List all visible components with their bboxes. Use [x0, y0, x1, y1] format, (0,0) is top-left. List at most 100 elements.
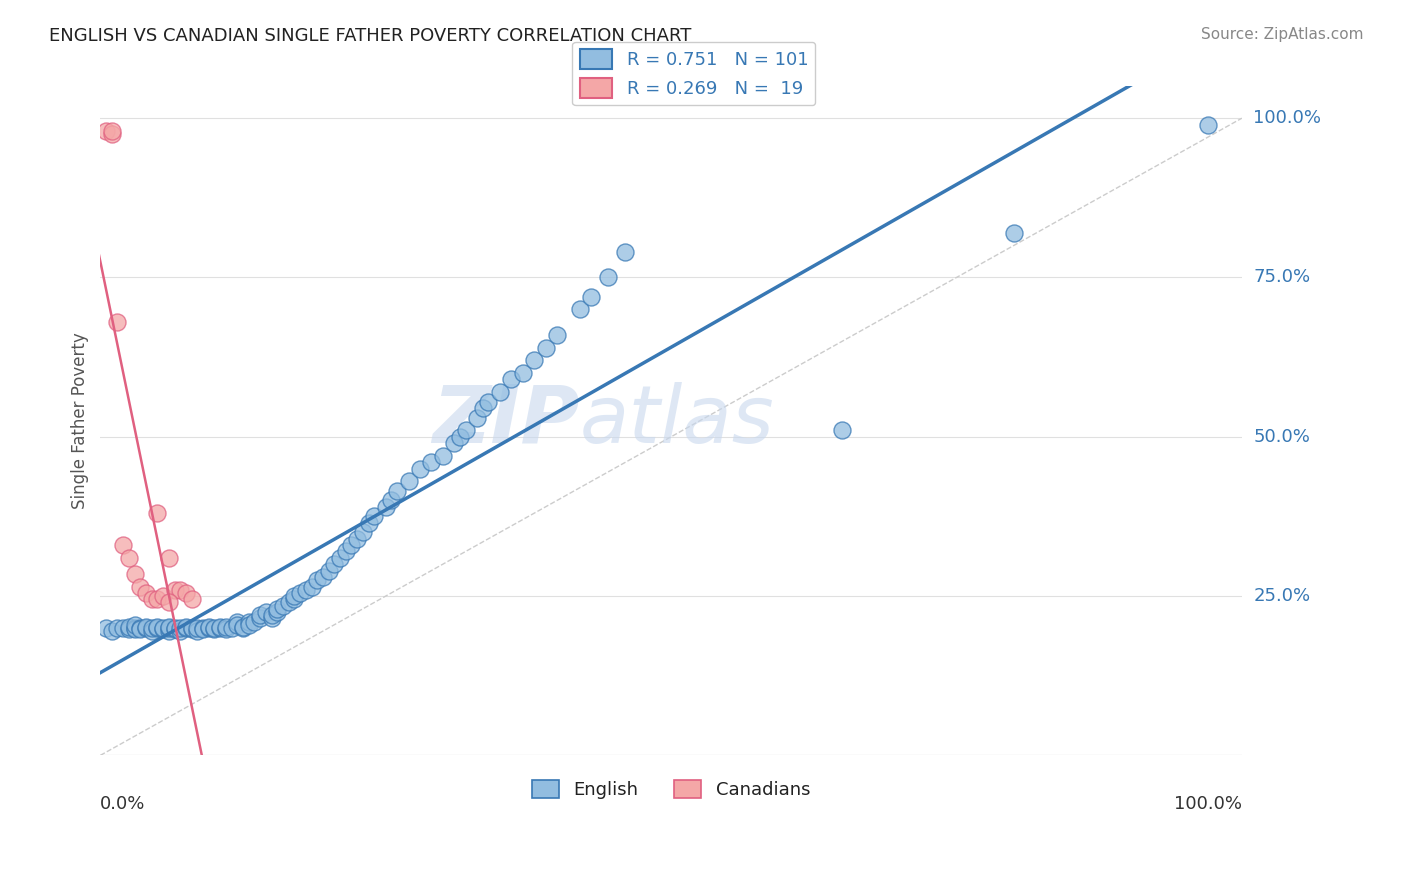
Point	[135, 620, 157, 634]
Point	[197, 620, 219, 634]
Point	[420, 455, 443, 469]
Point	[146, 620, 169, 634]
Point	[129, 580, 152, 594]
Point	[124, 621, 146, 635]
Point	[129, 622, 152, 636]
Point	[152, 589, 174, 603]
Point	[215, 622, 238, 636]
Point	[221, 621, 243, 635]
Point	[312, 570, 335, 584]
Point	[614, 245, 637, 260]
Text: 0.0%: 0.0%	[100, 796, 146, 814]
Point	[204, 621, 226, 635]
Point	[94, 124, 117, 138]
Text: 100.0%: 100.0%	[1174, 796, 1241, 814]
Point	[340, 538, 363, 552]
Point	[260, 608, 283, 623]
Point	[238, 617, 260, 632]
Y-axis label: Single Father Poverty: Single Father Poverty	[72, 333, 89, 509]
Point	[209, 620, 232, 634]
Point	[307, 573, 329, 587]
Point	[191, 621, 214, 635]
Point	[1197, 118, 1219, 132]
Point	[174, 620, 197, 634]
Point	[146, 621, 169, 635]
Point	[124, 617, 146, 632]
Point	[398, 475, 420, 489]
Point	[107, 621, 129, 635]
Point	[180, 622, 202, 636]
Point	[169, 621, 191, 635]
Text: 75.0%: 75.0%	[1253, 268, 1310, 286]
Point	[191, 622, 214, 636]
Point	[215, 620, 238, 634]
Point	[129, 621, 152, 635]
Point	[318, 564, 340, 578]
Point	[141, 624, 163, 639]
Point	[238, 615, 260, 629]
Point	[249, 608, 271, 623]
Text: 25.0%: 25.0%	[1253, 587, 1310, 605]
Point	[266, 605, 288, 619]
Point	[186, 621, 208, 635]
Point	[141, 592, 163, 607]
Point	[124, 622, 146, 636]
Point	[266, 602, 288, 616]
Point	[283, 589, 305, 603]
Point	[146, 592, 169, 607]
Point	[174, 621, 197, 635]
Point	[124, 566, 146, 581]
Point	[141, 621, 163, 635]
Point	[454, 424, 477, 438]
Point	[380, 493, 402, 508]
Point	[209, 621, 232, 635]
Point	[163, 582, 186, 597]
Point	[295, 582, 318, 597]
Text: 100.0%: 100.0%	[1253, 109, 1322, 128]
Point	[277, 595, 299, 609]
Point	[107, 315, 129, 329]
Point	[1002, 226, 1025, 240]
Point	[432, 449, 454, 463]
Point	[118, 550, 141, 565]
Point	[174, 586, 197, 600]
Point	[489, 385, 512, 400]
Point	[249, 611, 271, 625]
Point	[323, 558, 346, 572]
Point	[385, 483, 408, 498]
Point	[157, 595, 180, 609]
Point	[579, 290, 602, 304]
Legend: English, Canadians: English, Canadians	[524, 772, 818, 806]
Point	[512, 366, 534, 380]
Point	[186, 624, 208, 639]
Point	[335, 544, 357, 558]
Point	[449, 430, 471, 444]
Point	[112, 621, 135, 635]
Point	[135, 586, 157, 600]
Point	[204, 622, 226, 636]
Point	[374, 500, 396, 514]
Point	[146, 506, 169, 520]
Point	[283, 592, 305, 607]
Point	[100, 127, 122, 141]
Point	[232, 621, 254, 635]
Point	[357, 516, 380, 530]
Point	[254, 605, 277, 619]
Point	[226, 617, 249, 632]
Point	[157, 624, 180, 639]
Text: ZIP: ZIP	[433, 382, 579, 460]
Point	[288, 586, 311, 600]
Point	[831, 424, 853, 438]
Point	[568, 302, 591, 317]
Point	[152, 622, 174, 636]
Text: ENGLISH VS CANADIAN SINGLE FATHER POVERTY CORRELATION CHART: ENGLISH VS CANADIAN SINGLE FATHER POVERT…	[49, 27, 692, 45]
Point	[163, 621, 186, 635]
Point	[169, 624, 191, 639]
Point	[352, 525, 374, 540]
Point	[243, 615, 266, 629]
Point	[363, 509, 385, 524]
Point	[180, 592, 202, 607]
Point	[180, 621, 202, 635]
Point	[232, 620, 254, 634]
Point	[501, 372, 523, 386]
